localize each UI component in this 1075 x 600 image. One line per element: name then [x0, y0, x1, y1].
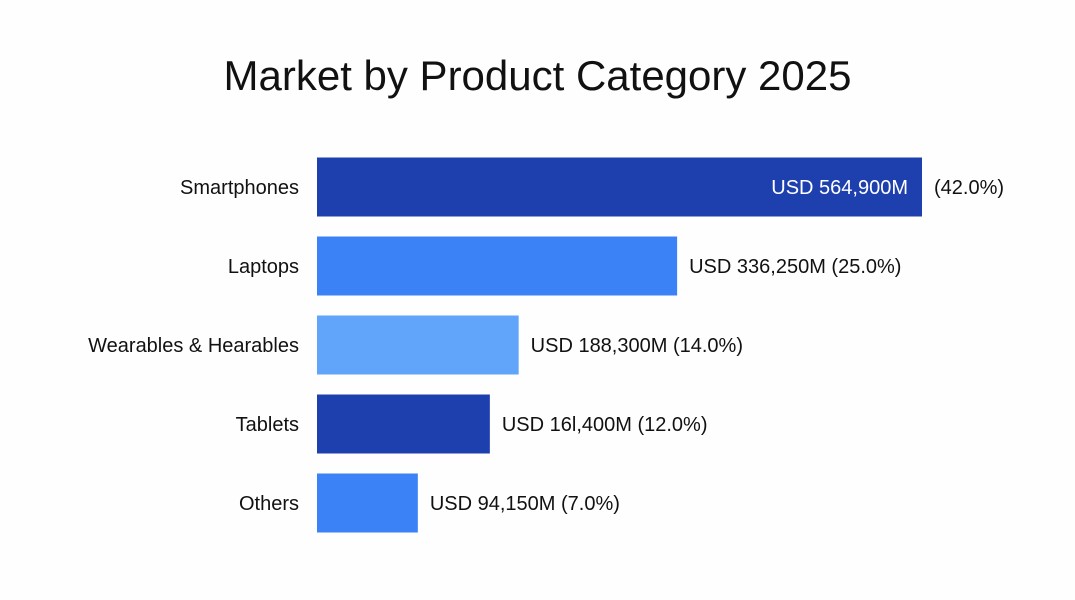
category-label: Wearables & Hearables [88, 335, 299, 357]
category-label: Smartphones [180, 177, 299, 199]
data-label-percent: (25.0%) [826, 256, 902, 278]
data-label-percent: (42.0%) [934, 177, 1004, 199]
data-label: USD 336,250M (25.0%) [689, 256, 901, 278]
data-label-value: USD 16l,400M [502, 414, 632, 436]
data-label-value: USD 564,900M [771, 177, 908, 199]
data-label: USD 188,300M (14.0%) [531, 335, 743, 357]
data-label: USD 16l,400M (12.0%) [502, 414, 708, 436]
category-label: Tablets [236, 414, 299, 436]
data-label-value: USD 188,300M [531, 335, 668, 357]
data-label-percent: (14.0%) [667, 335, 743, 357]
data-label-value: USD 94,150M [430, 493, 556, 515]
data-label: USD 94,150M (7.0%) [430, 493, 620, 515]
bar [317, 236, 678, 296]
data-label-value: USD 336,250M [689, 256, 826, 278]
category-label: Others [239, 493, 299, 515]
data-label-percent: (12.0%) [632, 414, 708, 436]
chart-title: Market by Product Category 2025 [223, 52, 852, 99]
bar [317, 315, 519, 375]
category-label: Laptops [228, 256, 299, 278]
bar [317, 157, 922, 217]
data-label-percent: (7.0%) [555, 493, 619, 515]
bar [317, 394, 490, 454]
bar [317, 473, 418, 533]
